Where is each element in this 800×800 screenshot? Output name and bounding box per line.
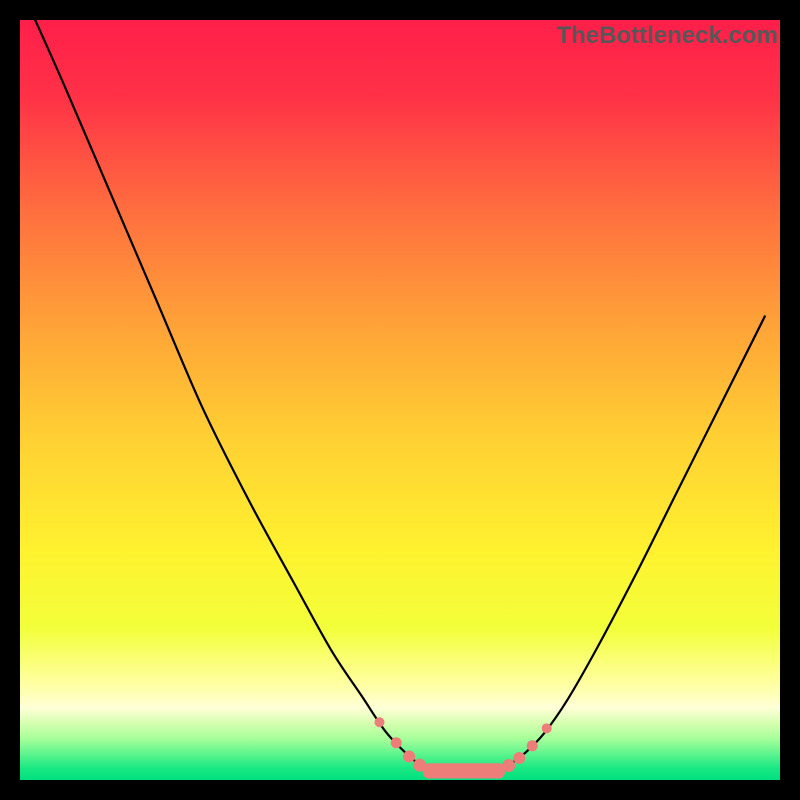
gradient-background: [20, 20, 780, 780]
plot-area: [20, 20, 780, 780]
marker-right: [502, 759, 515, 772]
marker-left: [403, 750, 415, 762]
marker-right: [542, 723, 552, 733]
marker-right: [513, 752, 525, 764]
marker-left: [413, 759, 426, 772]
marker-bottom-bar: [423, 763, 505, 778]
marker-left: [391, 737, 402, 748]
marker-left: [374, 717, 384, 727]
chart-svg: [20, 20, 780, 780]
marker-right: [527, 740, 538, 751]
watermark-text: TheBottleneck.com: [540, 22, 778, 50]
